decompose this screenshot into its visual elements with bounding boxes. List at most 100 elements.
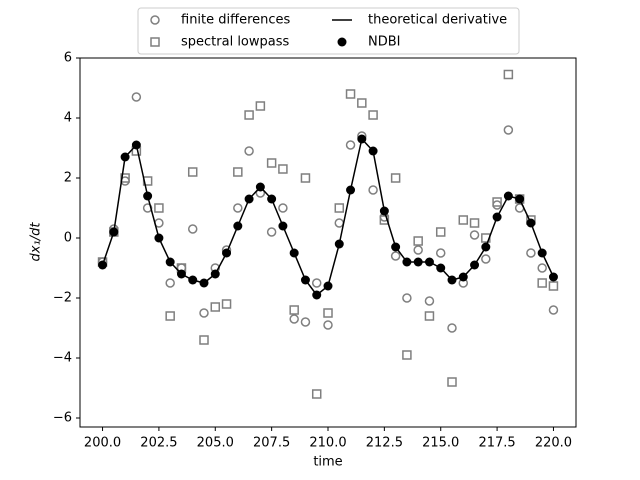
y-tick-label: 2	[64, 171, 72, 186]
point	[323, 320, 333, 330]
legend-marker	[337, 37, 347, 47]
point	[436, 263, 446, 273]
point	[131, 92, 142, 102]
point	[233, 167, 243, 177]
point	[278, 203, 288, 213]
point	[222, 248, 232, 258]
point	[526, 218, 536, 228]
x-axis-label: time	[313, 455, 342, 470]
point	[266, 158, 277, 168]
point	[278, 164, 288, 174]
point	[188, 275, 198, 285]
point	[402, 293, 412, 303]
point	[120, 173, 130, 183]
point	[526, 248, 536, 258]
point	[537, 278, 547, 288]
y-tick-label: 4	[64, 111, 72, 126]
point	[221, 299, 232, 309]
point	[435, 248, 446, 258]
point	[458, 272, 468, 282]
point	[109, 227, 119, 237]
legend	[137, 7, 520, 55]
point	[142, 203, 153, 213]
point	[289, 248, 299, 258]
point	[413, 257, 423, 267]
point	[391, 242, 401, 252]
point	[357, 98, 367, 108]
y-tick-label: −4	[53, 351, 72, 366]
point	[447, 377, 457, 387]
point	[210, 302, 221, 312]
point	[503, 191, 513, 201]
point	[312, 290, 322, 300]
y-tick-label: −2	[53, 291, 72, 306]
y-tick-label: 0	[64, 231, 72, 246]
point	[244, 146, 254, 156]
point	[98, 260, 108, 270]
point	[548, 272, 558, 282]
point	[267, 194, 277, 204]
point	[154, 233, 164, 243]
point	[424, 296, 435, 306]
x-tick-label: 202.5	[140, 436, 177, 451]
point	[143, 191, 153, 201]
point	[323, 308, 333, 318]
point	[311, 389, 322, 399]
point	[187, 224, 198, 234]
point	[492, 212, 502, 222]
point	[165, 257, 175, 267]
point	[368, 185, 378, 195]
point	[503, 125, 514, 135]
y-tick-label: 6	[64, 51, 72, 66]
point	[334, 218, 345, 228]
legend-label: NDBI	[368, 35, 401, 50]
point	[481, 254, 491, 264]
line	[101, 137, 555, 297]
legend-label: theoretical derivative	[368, 13, 507, 28]
x-tick-label: 200.0	[84, 436, 121, 451]
point	[244, 110, 254, 120]
point	[311, 278, 322, 288]
point	[199, 335, 209, 345]
point	[413, 236, 423, 246]
point	[402, 257, 412, 267]
point	[379, 206, 389, 216]
point	[470, 260, 480, 270]
point	[131, 140, 141, 150]
point	[199, 308, 209, 318]
point	[233, 203, 243, 213]
point	[492, 197, 502, 207]
point	[390, 173, 401, 183]
point	[300, 275, 310, 285]
point	[233, 221, 243, 231]
y-tick-label: −6	[53, 411, 72, 426]
legend-marker	[150, 37, 160, 47]
x-tick-label: 217.5	[478, 436, 515, 451]
x-tick-label: 205.0	[197, 436, 234, 451]
point	[368, 146, 378, 156]
y-axis-label: dx₁/dt	[29, 222, 44, 262]
point	[255, 182, 265, 192]
point	[424, 311, 435, 321]
point	[266, 227, 277, 237]
point	[210, 269, 220, 279]
point	[255, 101, 266, 111]
point	[346, 185, 356, 195]
point	[368, 110, 378, 120]
point	[244, 194, 254, 204]
x-tick-label: 207.5	[253, 436, 290, 451]
x-tick-label: 215.0	[422, 436, 459, 451]
point	[278, 221, 288, 231]
point	[402, 350, 412, 360]
legend-marker	[150, 15, 160, 25]
point	[345, 89, 356, 99]
axes-frame	[79, 57, 577, 428]
point	[357, 134, 367, 144]
point	[300, 317, 311, 327]
point	[390, 251, 401, 261]
point	[515, 194, 525, 204]
point	[537, 263, 547, 273]
point	[289, 305, 299, 315]
point	[165, 278, 175, 288]
